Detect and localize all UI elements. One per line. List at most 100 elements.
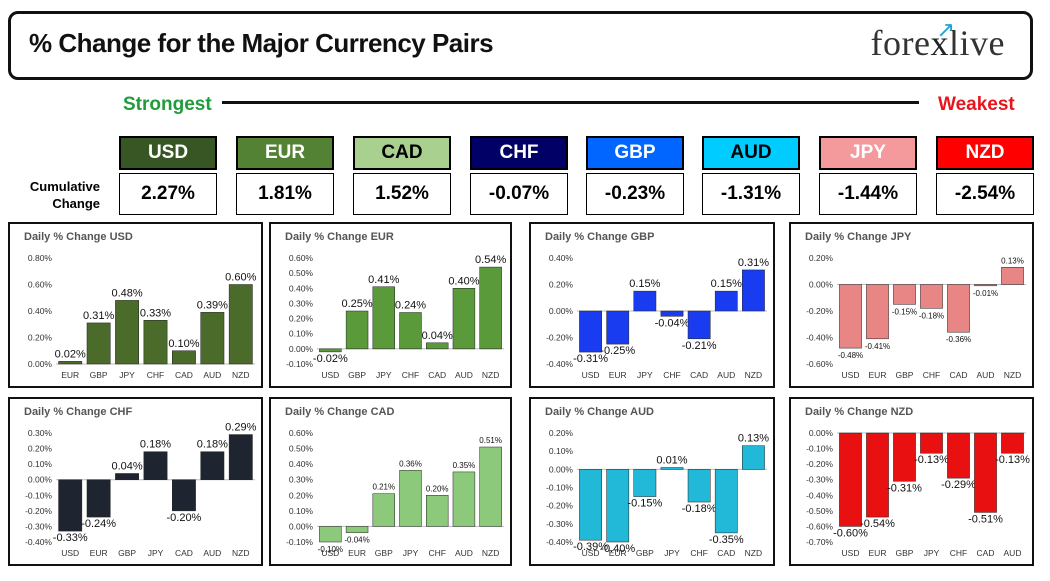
y-tick-label: 0.00% (809, 280, 834, 290)
data-label: 0.18% (140, 439, 171, 451)
y-tick-label: -0.30% (25, 521, 52, 531)
bar-aud (452, 288, 476, 350)
data-label: -0.40% (600, 543, 635, 555)
y-tick-label: -0.60% (806, 521, 833, 531)
y-tick-label: -0.30% (546, 519, 573, 529)
x-tick-label: CAD (977, 548, 995, 558)
y-tick-label: 0.30% (28, 428, 53, 438)
y-tick-label: 0.00% (549, 306, 574, 316)
x-tick-label: JPY (664, 548, 680, 558)
bar-nzd (228, 434, 253, 480)
chart-panel-2: Daily % Change EUR -0.10% 0.00% 0.10% 0.20% 0… (269, 222, 512, 388)
bar-gbp (115, 473, 139, 480)
bar-cad (172, 479, 196, 512)
x-tick-label: AUD (455, 548, 473, 558)
y-tick-label: 0.40% (549, 253, 574, 263)
bar-gbp (893, 284, 916, 305)
y-tick-label: 0.00% (809, 428, 834, 438)
x-tick-label: NZD (232, 370, 249, 380)
data-label: 0.04% (422, 330, 453, 342)
chart-title: Daily % Change CAD (285, 406, 394, 418)
data-label: 0.51% (479, 436, 502, 445)
y-tick-label: 0.50% (289, 268, 314, 278)
bar-eur (606, 310, 630, 345)
data-label: -0.10% (318, 545, 343, 554)
x-tick-label: USD (321, 548, 339, 558)
data-label: 0.31% (738, 257, 769, 269)
x-tick-label: CAD (717, 548, 735, 558)
y-tick-label: -0.20% (806, 459, 833, 469)
bar-jpy (633, 290, 657, 312)
x-tick-label: CHF (690, 548, 707, 558)
x-tick-label: EUR (869, 548, 887, 558)
bar-chart: Daily % Change USD 0.00% 0.20% 0.40% 0.60% 0.… (24, 231, 257, 380)
bar-gbp (86, 322, 111, 365)
y-tick-label: 0.60% (289, 428, 314, 438)
y-tick-label: 0.40% (28, 306, 53, 316)
currency-header-gbp: GBP (586, 136, 684, 170)
bar-nzd (479, 266, 502, 350)
bar-jpy (920, 432, 943, 454)
data-label: 0.25% (341, 298, 372, 310)
y-tick-label: -0.40% (806, 333, 833, 343)
bar-cad (947, 284, 970, 333)
currency-header-eur: EUR (236, 136, 334, 170)
data-label: 0.15% (711, 278, 742, 290)
x-tick-label: AUD (203, 548, 221, 558)
x-tick-label: NZD (745, 370, 762, 380)
x-tick-label: USD (582, 548, 600, 558)
x-tick-label: GBP (375, 548, 393, 558)
x-tick-label: CHF (428, 548, 445, 558)
data-label: -0.21% (682, 340, 717, 352)
x-tick-label: USD (842, 370, 860, 380)
x-tick-label: CHF (147, 370, 164, 380)
data-label: -0.33% (53, 532, 88, 544)
x-tick-label: AUD (203, 370, 221, 380)
bar-eur (866, 432, 889, 518)
weakest-label: Weakest (938, 94, 1015, 115)
data-label: 0.36% (399, 459, 422, 468)
y-tick-label: 0.20% (549, 280, 574, 290)
bar-gbp (372, 493, 395, 527)
y-tick-label: -0.60% (806, 359, 833, 369)
y-tick-label: 0.20% (289, 314, 314, 324)
chart-title: Daily % Change GBP (545, 231, 654, 243)
cumulative-value-chf: -0.07% (470, 173, 568, 215)
bar-cad (974, 432, 997, 513)
bar-chf (947, 432, 970, 479)
chart-title: Daily % Change EUR (285, 231, 394, 243)
data-label: 0.40% (448, 275, 479, 287)
currency-header-jpy: JPY (819, 136, 917, 170)
chart-panel-3: Daily % Change GBP -0.40% -0.20% 0.00% 0.20%… (529, 222, 775, 388)
chart-title: Daily % Change USD (24, 231, 133, 243)
bar-usd (579, 310, 602, 353)
x-tick-label: JPY (148, 548, 164, 558)
cumulative-value-gbp: -0.23% (586, 173, 684, 215)
bar-gbp (633, 469, 657, 497)
x-tick-label: EUR (609, 548, 627, 558)
x-tick-label: USD (582, 370, 600, 380)
y-tick-label: 0.80% (28, 253, 53, 263)
bar-eur (86, 479, 111, 518)
x-tick-label: CHF (402, 370, 419, 380)
chart-panel-6: Daily % Change CAD -0.10% 0.00% 0.10% 0.20% 0… (269, 397, 512, 566)
y-tick-label: -0.10% (25, 490, 52, 500)
y-tick-label: 0.30% (289, 475, 314, 485)
bar-eur (606, 469, 630, 543)
y-tick-label: 0.00% (549, 464, 574, 474)
bar-nzd (228, 284, 253, 365)
chart-title: Daily % Change NZD (805, 406, 913, 418)
bar-jpy (660, 467, 684, 470)
y-tick-label: 0.60% (289, 253, 314, 263)
bar-chart: Daily % Change AUD -0.40% -0.30% -0.20% -0.1… (545, 406, 769, 558)
cumulative-value-cad: 1.52% (353, 173, 451, 215)
bar-usd (58, 479, 83, 532)
data-label: -0.48% (838, 351, 863, 360)
y-tick-label: -0.70% (806, 537, 833, 547)
data-label: 0.54% (475, 254, 506, 266)
data-label: 0.15% (629, 278, 660, 290)
y-tick-label: -0.10% (286, 537, 313, 547)
bar-aud (1001, 432, 1024, 454)
x-tick-label: EUR (348, 548, 366, 558)
bar-chf (426, 495, 449, 527)
